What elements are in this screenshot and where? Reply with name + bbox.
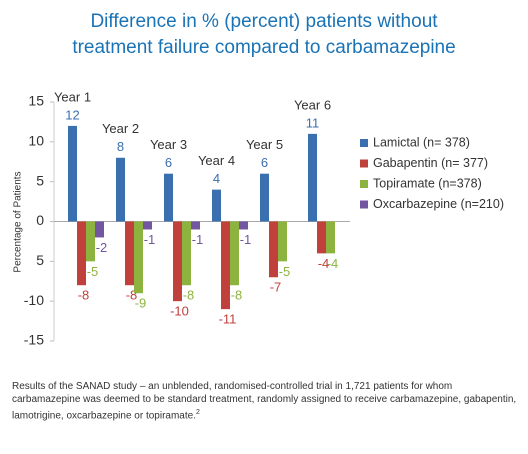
legend-swatch [360,159,368,168]
data-label: -7 [270,280,282,295]
data-label: -10 [170,304,189,319]
legend-swatch [360,139,368,147]
data-label: -5 [279,264,291,279]
data-label: -11 [219,312,237,327]
data-label: -5 [87,264,99,279]
category-label: Year 4 [198,153,235,168]
legend-label: Topiramate (n=378) [373,176,482,190]
bar [260,173,269,222]
bar [317,221,326,254]
bar [134,221,143,294]
bar [212,189,221,222]
bar [77,221,86,286]
category-label: Year 2 [102,121,139,136]
data-label: -8 [78,288,90,303]
caption-text: Results of the SANAD study – an unblende… [12,381,517,422]
bar [95,221,104,238]
chart: Difference in % (percent) patients witho… [13,11,504,348]
y-tick-label: 5 [36,252,44,268]
caption: Results of the SANAD study – an unblende… [12,380,517,422]
bar [143,221,152,230]
bar [116,157,125,222]
legend-label: Lamictal (n= 378) [373,135,470,149]
legend-label: Oxcarbazepine (n=210) [373,197,504,211]
y-tick-label: -15 [24,332,44,348]
bar [68,125,77,222]
y-tick-label: -10 [24,292,44,308]
data-label: 8 [117,139,124,154]
y-tick-label: 15 [28,93,44,109]
data-label: 11 [306,115,320,130]
data-label: 4 [213,171,220,186]
legend-swatch [360,180,368,188]
bar [230,221,239,286]
bar [191,221,200,230]
bar [239,221,248,230]
legend-swatch [360,200,368,209]
bar [164,173,173,222]
category-label: Year 3 [150,137,187,152]
chart-title: Difference in % (percent) patients witho… [90,11,438,32]
data-label: -1 [192,232,204,247]
bar [308,133,317,222]
data-label: -8 [126,288,138,303]
data-label: -1 [240,232,252,247]
chart-title: treatment failure compared to carbamazep… [72,37,455,58]
y-axis-label: Percentage of Patients [13,171,24,272]
y-tick-label: 0 [36,212,44,228]
caption-ref: 2 [195,409,200,416]
data-label: 6 [165,155,172,170]
data-label: -8 [183,288,195,303]
data-label: -4 [318,256,330,271]
data-label: -1 [144,232,156,247]
category-label: Year 5 [246,137,283,152]
data-label: -2 [96,240,108,255]
bar [269,221,278,278]
category-label: Year 1 [54,89,91,104]
data-label: -8 [231,288,243,303]
category-label: Year 6 [294,97,331,112]
bar [125,221,134,286]
data-label: -4 [327,256,339,271]
y-tick-label: 10 [28,133,44,149]
bar [182,221,191,286]
data-label: 6 [261,155,268,170]
bar [173,221,182,302]
y-tick-label: 5 [36,172,44,188]
data-label: -9 [135,296,147,311]
legend-label: Gabapentin (n= 377) [373,156,488,170]
bar [278,221,287,262]
bar [86,221,95,262]
data-label: 12 [65,107,79,122]
bar [326,221,335,254]
bar [221,221,230,310]
